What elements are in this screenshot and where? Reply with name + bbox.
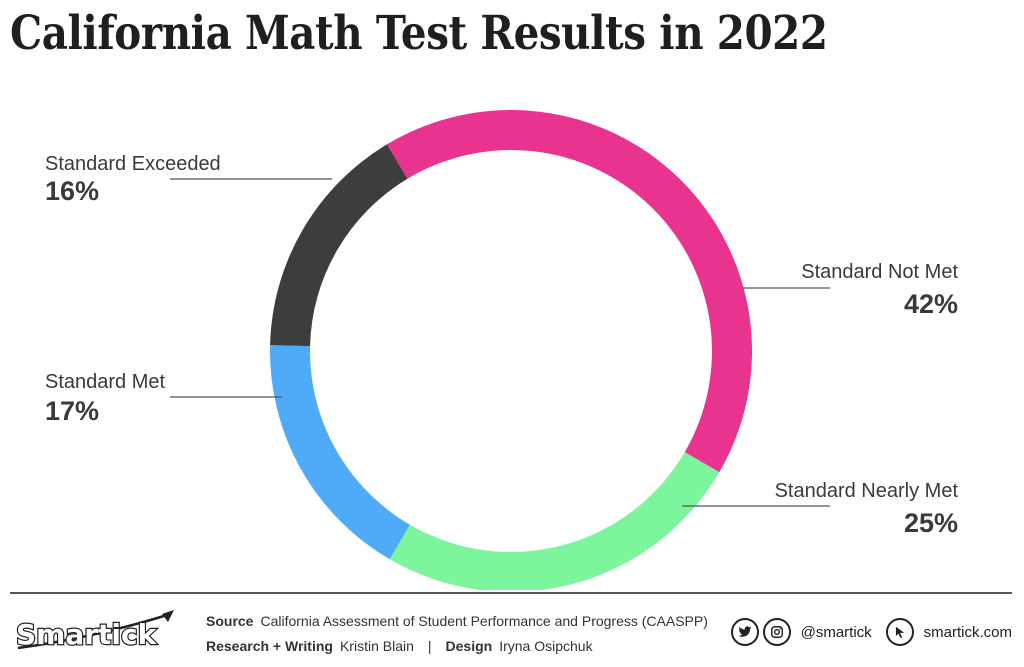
donut-slice-standard-nearly-met <box>389 452 720 590</box>
slice-value-label: 42% <box>904 289 958 319</box>
slice-value-label: 25% <box>904 508 958 538</box>
instagram-icon[interactable] <box>762 618 791 646</box>
slice-labels: Standard Not Met 42% Standard Nearly Met 25… <box>45 153 958 538</box>
donut-chart: Standard Not Met 42% Standard Nearly Met 25… <box>45 109 958 590</box>
donut-slice-standard-exceeded <box>270 144 408 347</box>
social-links: @smartick smartick.com <box>730 618 1012 646</box>
footer-divider <box>10 592 1012 594</box>
donut-slice-standard-not-met <box>386 109 753 473</box>
website-link[interactable]: smartick.com <box>923 623 1012 641</box>
research-text: Kristin Blain <box>339 638 414 654</box>
slice-label: Standard Not Met <box>801 261 958 283</box>
smartick-logo: Smartick <box>15 610 174 652</box>
slice-label: Standard Exceeded <box>45 153 221 175</box>
leader-lines <box>170 178 830 507</box>
slice-value-label: 17% <box>45 396 99 426</box>
design-text: Iryna Osipchuk <box>499 638 593 654</box>
page-title: California Math Test Results in 2022 <box>10 6 828 61</box>
source-line: Source California Assessment of Student P… <box>206 613 708 629</box>
social-handle[interactable]: @smartick <box>800 623 872 641</box>
slice-label: Standard Nearly Met <box>775 480 959 502</box>
credits-separator: | <box>427 638 432 654</box>
donut-slice-standard-met <box>270 345 410 560</box>
slice-value-label: 16% <box>45 176 99 206</box>
donut-slices <box>270 109 753 590</box>
design-label: Design <box>445 638 493 654</box>
twitter-icon[interactable] <box>730 618 759 646</box>
logo-text: Smartick <box>16 618 158 651</box>
research-label: Research + Writing <box>206 638 333 654</box>
credits-line: Research + Writing Kristin Blain | Design Ir… <box>206 638 593 654</box>
slice-label: Standard Met <box>45 371 166 393</box>
source-text: California Assessment of Student Perform… <box>260 613 708 629</box>
cursor-icon[interactable] <box>885 618 914 646</box>
source-label: Source <box>206 613 254 629</box>
